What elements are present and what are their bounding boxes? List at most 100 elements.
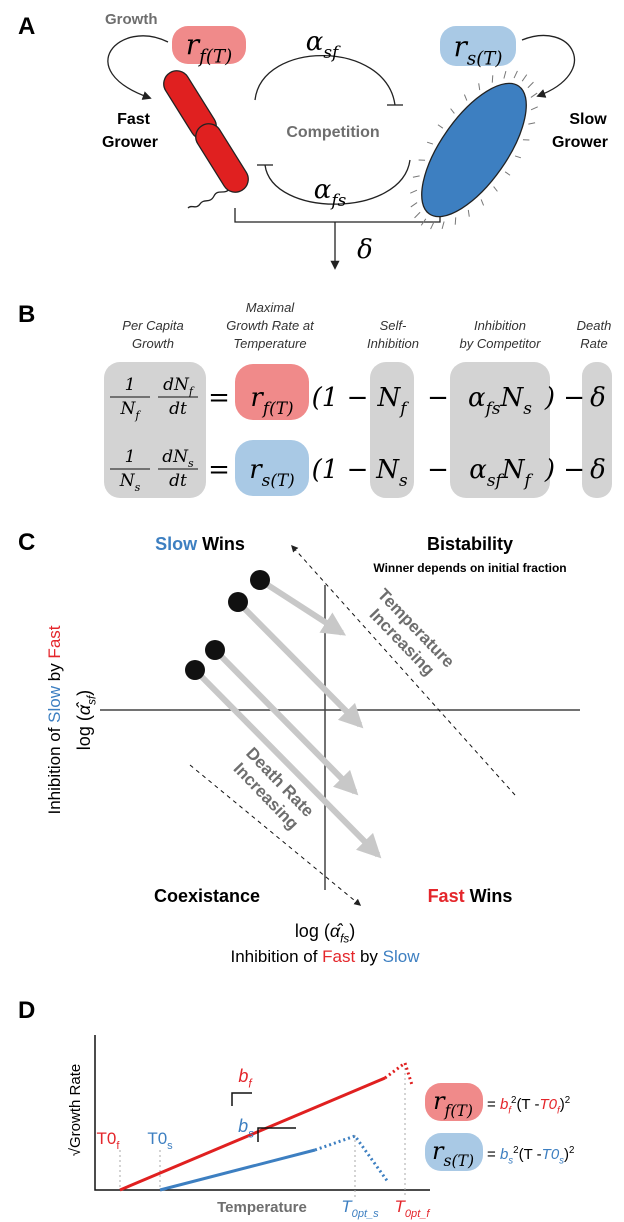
self-loop [107,35,169,100]
rs-box [440,26,516,66]
quadrant-label: Coexistance [154,886,260,906]
text-run: 2 [565,1095,570,1106]
hair [514,155,522,159]
quadrant-label: Fast Wins [428,886,513,906]
text-run: (T - [516,1096,539,1113]
text-run: T0 [147,1129,167,1148]
text-run: T [395,1197,407,1216]
equation-term: αfsNs [468,383,532,418]
text-run: α [306,27,324,57]
panel-label: A [18,13,35,40]
text-run: f [248,1077,253,1090]
text-run: sf [487,470,505,490]
hair [454,217,457,225]
text-run: α [468,383,486,413]
text-run: ) [74,690,94,696]
hair [450,108,455,114]
panel-label: C [18,529,35,556]
text-run: f [134,409,141,422]
text-run: Wins [197,534,245,554]
rf-box [172,26,246,64]
flagellum [187,187,231,209]
fraction-numerator: dNf [163,375,195,398]
bracket [234,208,441,223]
panel-b-boxes [104,362,612,498]
column-header: Inhibition [474,318,526,333]
fast-cell [195,123,249,193]
text-run: = [487,1146,500,1163]
panel-label: D [18,997,35,1024]
hair [530,92,538,98]
alpha-fs: αfs [314,175,347,210]
hair [527,81,534,89]
text-run: 2 [513,1145,518,1156]
fraction-denominator: Ns [119,471,141,494]
rate-fast: rf(T) [433,1087,473,1120]
equation-term: = [208,383,230,413]
equation-term: ) − [544,455,585,485]
text-run: Inhibition of [45,723,64,815]
shift-arrow [258,577,347,636]
text-run: Slow [383,947,421,966]
equation-term: = [208,455,230,485]
column-header: Rate [580,336,607,351]
slope-label: bf [238,1066,253,1090]
text-run: f [188,385,195,398]
x-axis-label: Inhibition of Fast by Slow [230,947,420,966]
equation-term: αsfNf [469,455,533,490]
text-run: fs [484,398,501,418]
fast-line [119,1076,386,1192]
hair [503,71,507,79]
text-run: α̂ [330,921,343,941]
text-run: ) [564,1146,569,1163]
dot [185,660,205,680]
text-run: dN [162,447,189,467]
text-run: α [314,175,332,205]
equation-term: − [427,383,449,413]
text-run: s [188,457,194,470]
equation-term: rf(T) [250,383,293,418]
quadrant-label: Bistability [427,534,513,554]
text-run: 2 [569,1145,574,1156]
text-run: b [500,1096,508,1113]
slow-cell [421,82,527,218]
text-run: Slow [45,685,64,723]
y-axis-label: Inhibition of Slow by Fast [45,625,64,814]
rf-box [235,364,309,420]
text-run: s(T) [443,1152,474,1170]
text-run: log ( [74,715,94,750]
column-header: Temperature [233,336,306,351]
text-run: (T - [519,1146,542,1163]
box [582,362,612,498]
equation-term: Nf [376,383,409,418]
text-run: s [135,481,141,494]
rate-formula: = bs2(T -T0s)2 [487,1145,574,1167]
text-run: f [116,1140,120,1152]
panel-label: B [18,301,35,328]
text-run: Slow [155,534,198,554]
text-run: r [433,1087,446,1115]
alpha-sf: αsf [306,27,341,62]
text-run: r [249,455,263,485]
text-run: log ( [295,921,330,941]
text-run: by [355,947,382,966]
text-run: α̂ [74,702,94,715]
text-run: s [248,1127,254,1140]
fast-decline [384,1060,414,1086]
text-run: s(T) [262,470,295,490]
hair [528,122,536,125]
hair [410,189,418,194]
axes [94,1035,430,1191]
text-run: T0 [542,1146,560,1163]
inhibition-arc [254,54,396,106]
hair [420,218,427,226]
x-axis-label: Temperature [217,1199,307,1216]
text-run: f(T) [197,46,232,67]
slow-decline [314,1134,390,1183]
equation-term: (1 − [312,383,369,413]
text-run: fs [329,190,346,210]
equation-term: − [427,455,449,485]
death-rate: δ [357,235,373,265]
slope-mark [231,1092,252,1106]
